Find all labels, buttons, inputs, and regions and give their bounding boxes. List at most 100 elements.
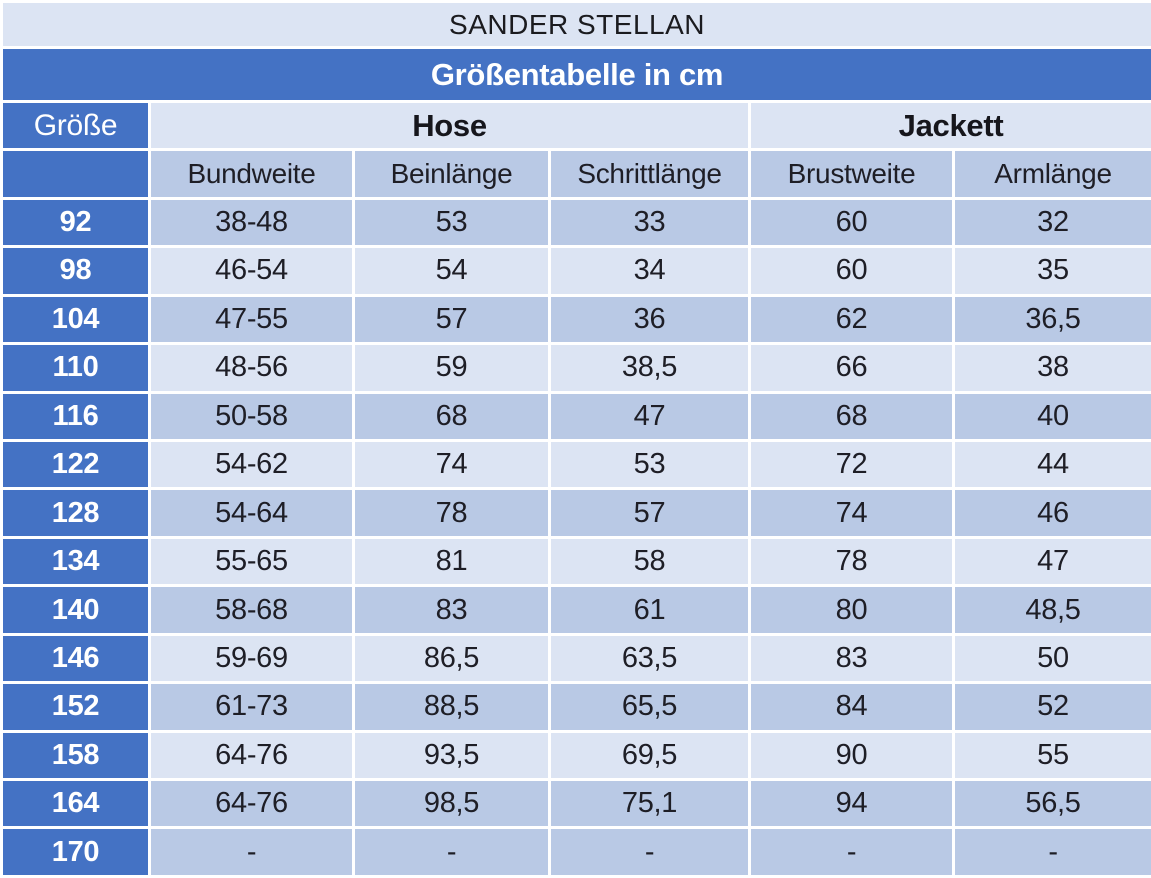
group-header-row: Größe Hose Jackett [0,99,1151,152]
value-cell: 57 [548,487,751,539]
size-cell: 116 [0,390,151,442]
value-cell: 68 [352,390,551,442]
value-cell: 83 [748,632,955,685]
value-cell: 84 [748,681,955,733]
size-cell: 128 [0,487,151,539]
value-cell: 53 [352,196,551,249]
table-title-banner: Größentabelle in cm [0,46,1151,103]
value-cell: 58 [548,535,751,588]
size-cell: 152 [0,681,151,733]
value-cell: 65,5 [548,681,751,733]
size-cell: 134 [0,535,151,588]
value-cell: 61-73 [148,681,355,733]
size-column-header: Größe [0,99,151,152]
blank-corner-cell [0,148,151,200]
value-cell: 59-69 [148,632,355,685]
banner-row: Größentabelle in cm [0,46,1151,103]
value-cell: 64-76 [148,778,355,830]
value-cell: 46-54 [148,245,355,297]
brand-row: SANDER STELLAN [0,0,1151,50]
value-cell: 48,5 [951,584,1151,636]
brand-title: SANDER STELLAN [0,0,1151,50]
value-cell: 90 [748,729,955,782]
size-cell: 104 [0,293,151,346]
column-header-schrittlaenge: Schrittlänge [548,148,751,200]
column-header-armlaenge: Armlänge [951,148,1151,200]
value-cell: 54-62 [148,438,355,491]
value-cell: - [951,826,1151,878]
value-cell: 98,5 [352,778,551,830]
table-row: 110 48-56 59 38,5 66 38 [0,342,1151,394]
table-row: 116 50-58 68 47 68 40 [0,390,1151,442]
value-cell: 68 [748,390,955,442]
value-cell: 58-68 [148,584,355,636]
size-cell: 110 [0,342,151,394]
value-cell: 38-48 [148,196,355,249]
value-cell: 60 [748,196,955,249]
column-header-row: Bundweite Beinlänge Schrittlänge Brustwe… [0,148,1151,200]
size-cell: 158 [0,729,151,782]
table-row: 122 54-62 74 53 72 44 [0,438,1151,491]
value-cell: 80 [748,584,955,636]
value-cell: 62 [748,293,955,346]
column-header-bundweite: Bundweite [148,148,355,200]
value-cell: 81 [352,535,551,588]
value-cell: 46 [951,487,1151,539]
value-cell: 86,5 [352,632,551,685]
table-row: 92 38-48 53 33 60 32 [0,196,1151,249]
value-cell: 54 [352,245,551,297]
value-cell: 50-58 [148,390,355,442]
table-row: 152 61-73 88,5 65,5 84 52 [0,681,1151,733]
value-cell: 44 [951,438,1151,491]
value-cell: 93,5 [352,729,551,782]
size-cell: 140 [0,584,151,636]
value-cell: 47 [548,390,751,442]
value-cell: - [352,826,551,878]
value-cell: 47-55 [148,293,355,346]
value-cell: 69,5 [548,729,751,782]
value-cell: - [548,826,751,878]
value-cell: 57 [352,293,551,346]
value-cell: 88,5 [352,681,551,733]
value-cell: 34 [548,245,751,297]
value-cell: 50 [951,632,1151,685]
size-cell: 146 [0,632,151,685]
value-cell: 38,5 [548,342,751,394]
value-cell: - [748,826,955,878]
value-cell: 83 [352,584,551,636]
value-cell: 35 [951,245,1151,297]
value-cell: 55-65 [148,535,355,588]
group-header-jackett: Jackett [747,99,1151,152]
value-cell: 36 [548,293,751,346]
value-cell: 52 [951,681,1151,733]
value-cell: 94 [748,778,955,830]
table-row: 146 59-69 86,5 63,5 83 50 [0,632,1151,685]
value-cell: 72 [748,438,955,491]
value-cell: 36,5 [951,293,1151,346]
size-cell: 122 [0,438,151,491]
value-cell: 48-56 [148,342,355,394]
column-header-beinlaenge: Beinlänge [352,148,551,200]
group-header-hose: Hose [148,99,751,152]
value-cell: 56,5 [951,778,1151,830]
value-cell: 60 [748,245,955,297]
table-row: 158 64-76 93,5 69,5 90 55 [0,729,1151,782]
table-row: 104 47-55 57 36 62 36,5 [0,293,1151,346]
value-cell: 33 [548,196,751,249]
value-cell: 64-76 [148,729,355,782]
value-cell: 59 [352,342,551,394]
value-cell: 40 [951,390,1151,442]
value-cell: 66 [748,342,955,394]
value-cell: 74 [352,438,551,491]
table-row: 98 46-54 54 34 60 35 [0,245,1151,297]
table-row: 134 55-65 81 58 78 47 [0,535,1151,588]
size-cell: 92 [0,196,151,249]
table-row: 164 64-76 98,5 75,1 94 56,5 [0,778,1151,830]
value-cell: 55 [951,729,1151,782]
table-row: 170 - - - - - [0,826,1151,878]
table-row: 140 58-68 83 61 80 48,5 [0,584,1151,636]
table-row: 128 54-64 78 57 74 46 [0,487,1151,539]
value-cell: 78 [352,487,551,539]
size-cell: 170 [0,826,151,878]
